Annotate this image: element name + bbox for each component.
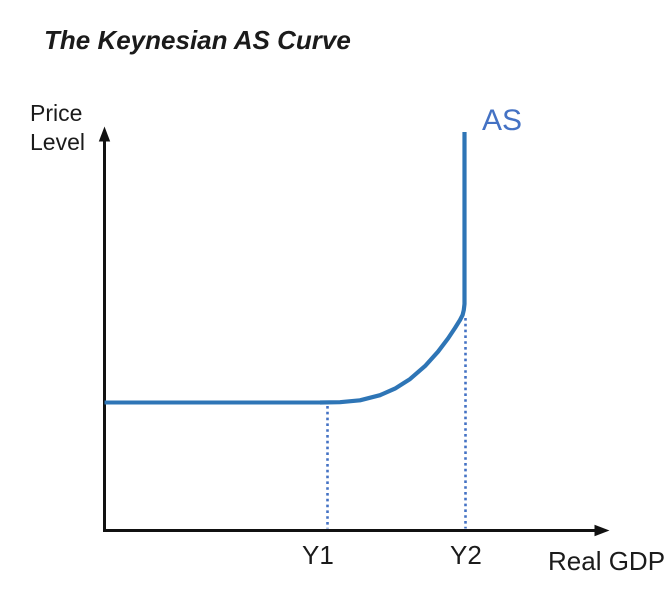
x-axis-label: Real GDP xyxy=(548,546,666,576)
y-axis-arrowhead-icon xyxy=(98,126,111,142)
x-axis-arrowhead-icon xyxy=(594,524,610,537)
y-axis-label: Price Level xyxy=(30,100,85,155)
chart-title: The Keynesian AS Curve xyxy=(44,25,351,55)
x-tick-label-y1: Y1 xyxy=(302,540,334,570)
curve-label-as: AS xyxy=(482,104,523,137)
as-curve-bend-vertical-segment xyxy=(319,132,467,405)
x-tick-label-y2: Y2 xyxy=(450,540,482,570)
